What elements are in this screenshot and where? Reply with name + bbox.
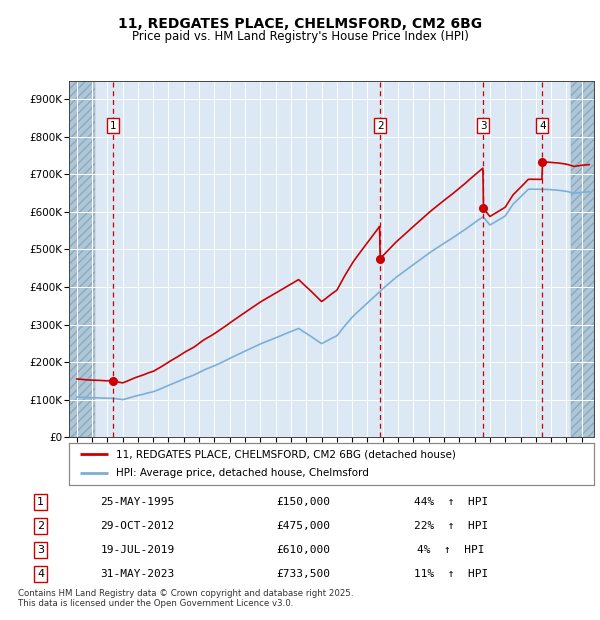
Text: 4%  ↑  HPI: 4% ↑ HPI xyxy=(418,545,485,555)
Text: 2: 2 xyxy=(37,521,44,531)
Text: 4: 4 xyxy=(37,569,44,579)
Text: 1: 1 xyxy=(37,497,44,507)
Text: 44%  ↑  HPI: 44% ↑ HPI xyxy=(414,497,488,507)
Text: 4: 4 xyxy=(539,121,545,131)
Text: 3: 3 xyxy=(480,121,487,131)
Text: Price paid vs. HM Land Registry's House Price Index (HPI): Price paid vs. HM Land Registry's House … xyxy=(131,30,469,43)
Bar xyxy=(571,81,594,437)
Text: 11, REDGATES PLACE, CHELMSFORD, CM2 6BG (detached house): 11, REDGATES PLACE, CHELMSFORD, CM2 6BG … xyxy=(116,449,456,459)
Text: £150,000: £150,000 xyxy=(276,497,330,507)
Text: 31-MAY-2023: 31-MAY-2023 xyxy=(101,569,175,579)
Text: 22%  ↑  HPI: 22% ↑ HPI xyxy=(414,521,488,531)
Text: HPI: Average price, detached house, Chelmsford: HPI: Average price, detached house, Chel… xyxy=(116,469,369,479)
Bar xyxy=(69,81,95,437)
Text: 11%  ↑  HPI: 11% ↑ HPI xyxy=(414,569,488,579)
Text: 3: 3 xyxy=(37,545,44,555)
Text: 11, REDGATES PLACE, CHELMSFORD, CM2 6BG: 11, REDGATES PLACE, CHELMSFORD, CM2 6BG xyxy=(118,17,482,32)
Text: £610,000: £610,000 xyxy=(276,545,330,555)
Text: 29-OCT-2012: 29-OCT-2012 xyxy=(101,521,175,531)
Bar xyxy=(571,81,594,437)
Text: Contains HM Land Registry data © Crown copyright and database right 2025.
This d: Contains HM Land Registry data © Crown c… xyxy=(18,589,353,608)
Text: 2: 2 xyxy=(377,121,383,131)
Text: 1: 1 xyxy=(110,121,116,131)
Text: 25-MAY-1995: 25-MAY-1995 xyxy=(101,497,175,507)
Text: £733,500: £733,500 xyxy=(276,569,330,579)
Text: £475,000: £475,000 xyxy=(276,521,330,531)
Text: 19-JUL-2019: 19-JUL-2019 xyxy=(101,545,175,555)
Bar xyxy=(69,81,95,437)
